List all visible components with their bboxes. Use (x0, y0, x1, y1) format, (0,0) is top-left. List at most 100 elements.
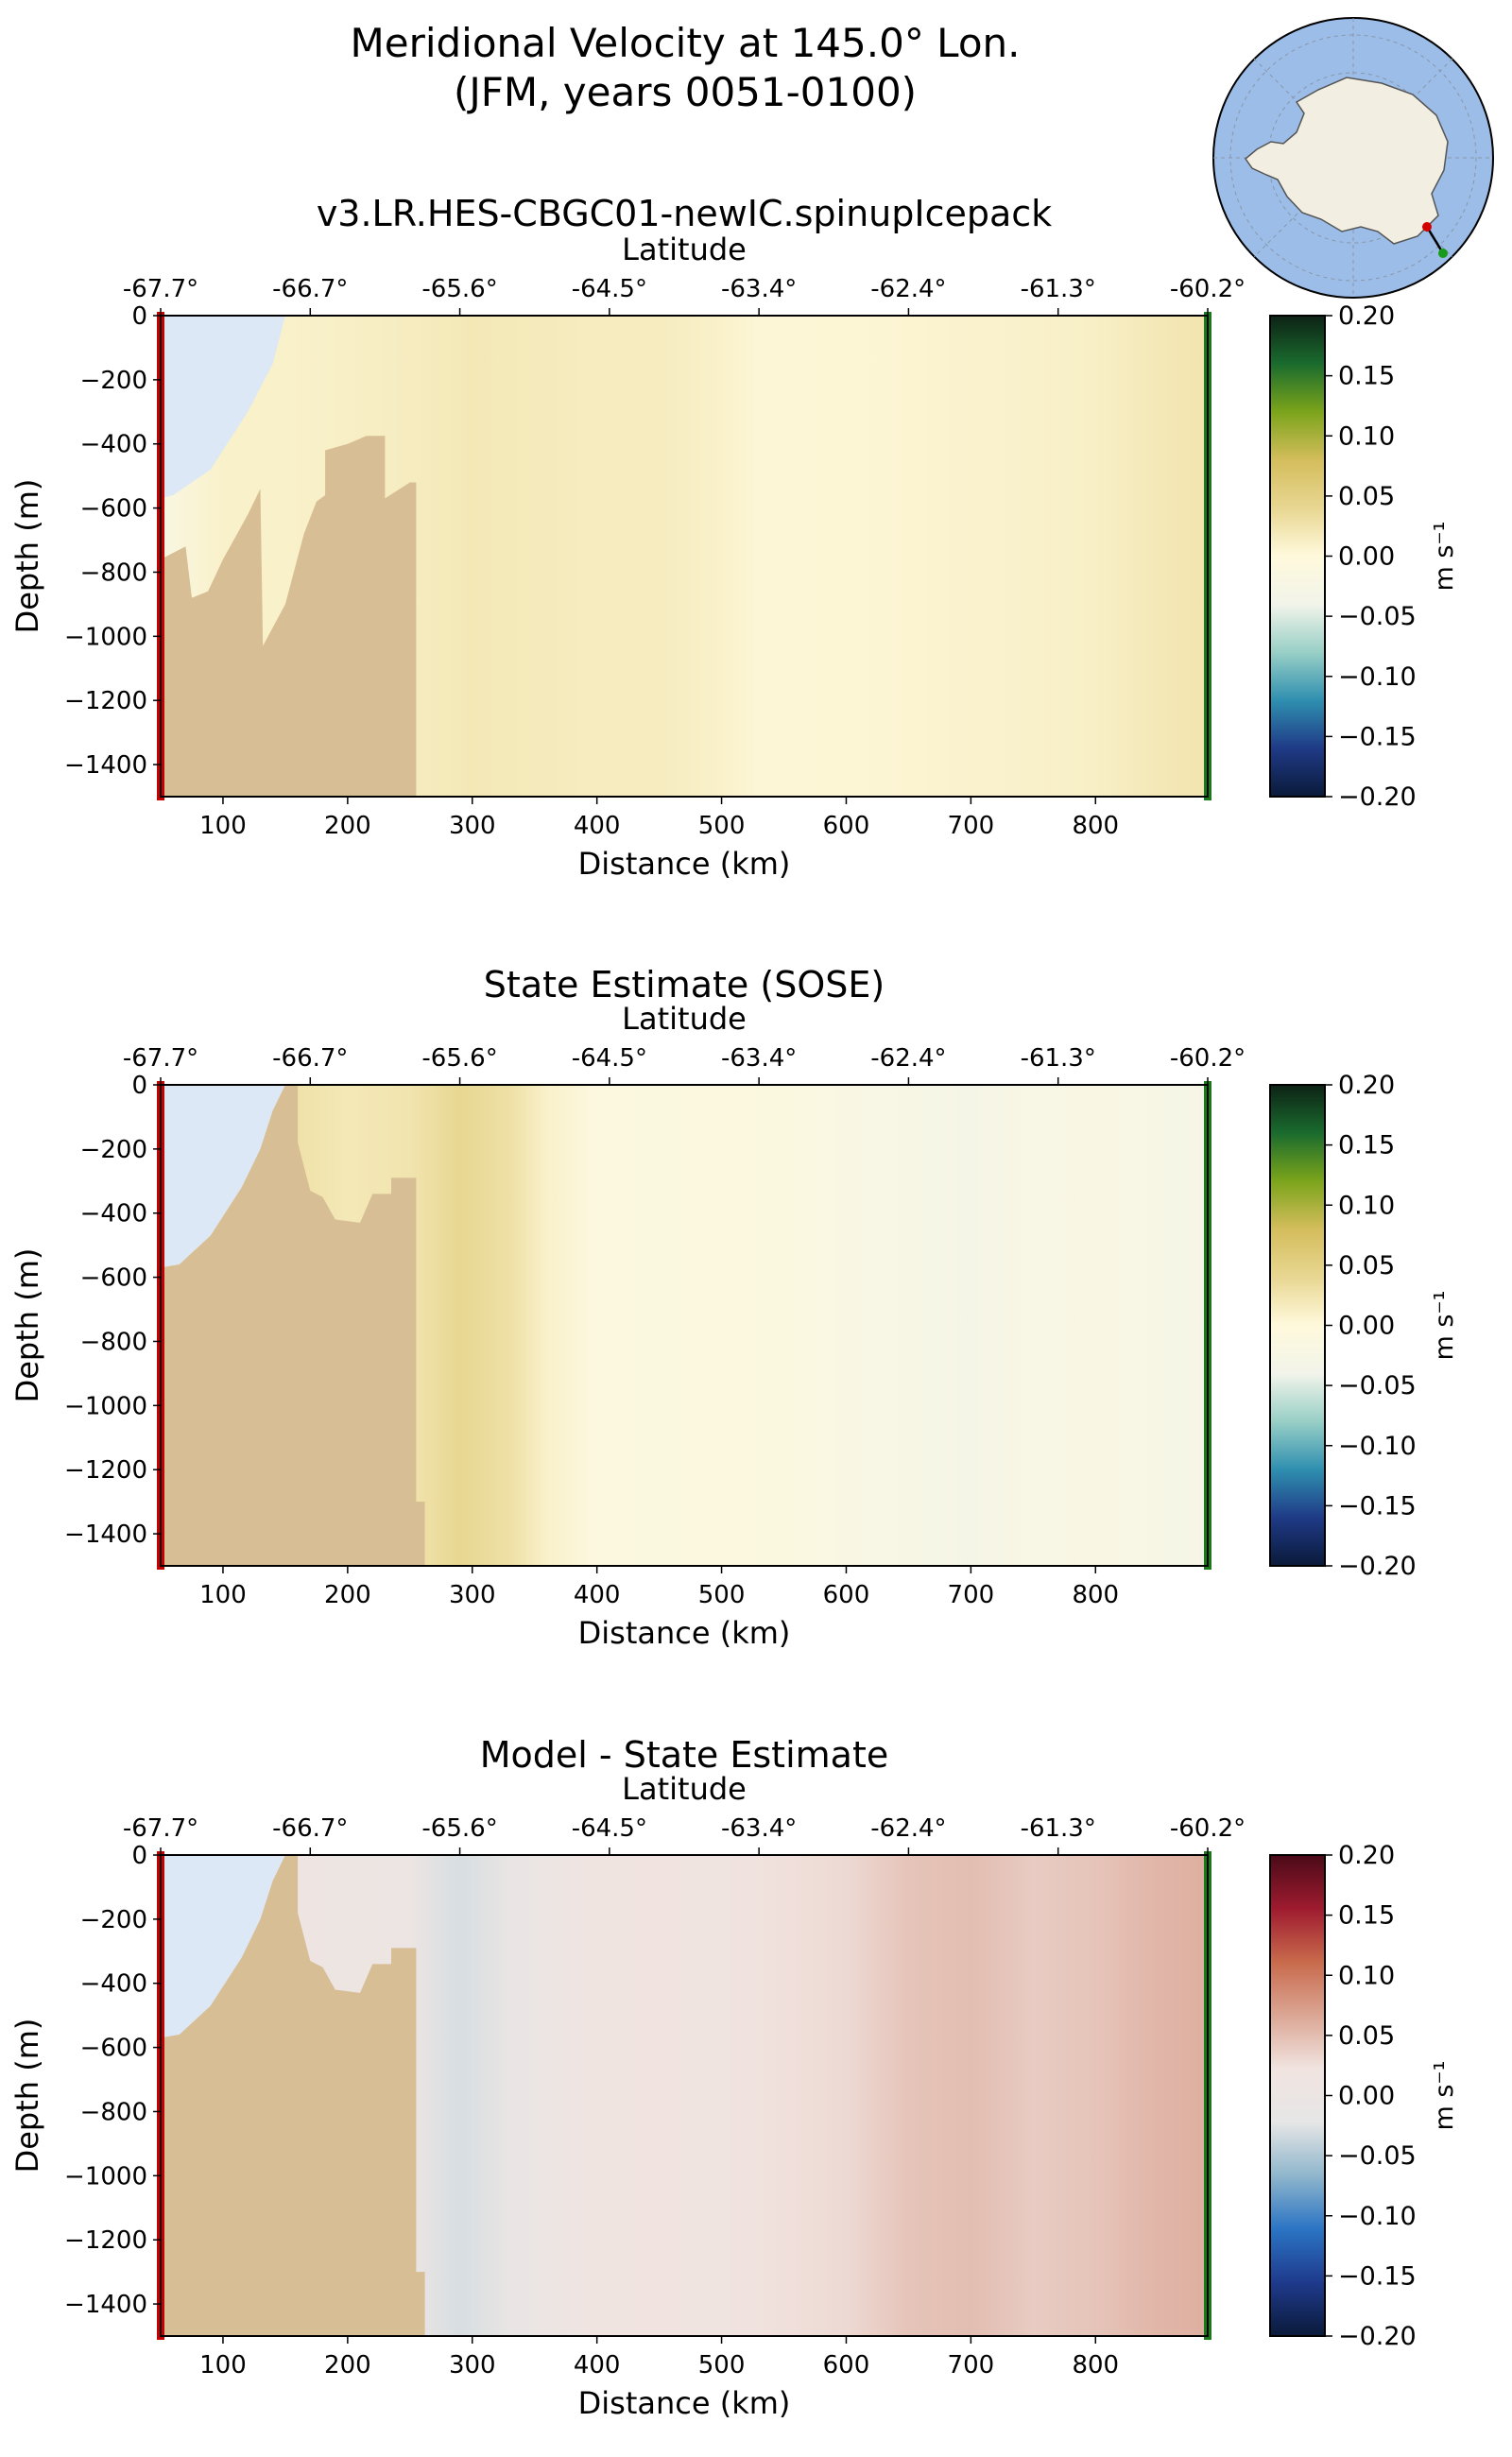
colorbar-tick-label: 0.15 (1338, 1131, 1395, 1160)
lat-tick-label: -65.6° (421, 1814, 497, 1843)
y-tick-label: −400 (80, 431, 147, 459)
x-tick-label: 500 (698, 812, 746, 840)
y-tick-label: −200 (80, 367, 147, 395)
y-tick-label: −1400 (64, 1521, 147, 1549)
ice-shelf-region (161, 1085, 285, 1268)
lat-tick-label: -67.7° (123, 275, 198, 303)
lat-tick-label: -61.3° (1021, 275, 1096, 303)
x-axis-label: Distance (km) (578, 846, 791, 882)
y-tick-label: −1000 (64, 623, 147, 651)
latitude-axis-label: Latitude (622, 232, 747, 267)
lat-tick-label: -62.4° (870, 275, 946, 303)
y-axis-label: Depth (m) (9, 479, 45, 634)
colorbar-tick-label: −0.05 (1338, 1371, 1417, 1400)
plot-frame (160, 1854, 1209, 2337)
colorbar-tick-label: −0.10 (1338, 2202, 1417, 2231)
lat-tick-label: -64.5° (572, 275, 647, 303)
x-tick-label: 200 (324, 1581, 371, 1609)
colorbar-tick-label: −0.05 (1338, 2141, 1417, 2171)
plot-frame (160, 1084, 1209, 1567)
plot-frame (160, 315, 1209, 798)
x-tick-label: 800 (1072, 812, 1119, 840)
colorbar-tick-label: −0.10 (1338, 662, 1417, 692)
panel-title: State Estimate (SOSE) (484, 964, 885, 1005)
colorbar-tick-label: −0.05 (1338, 602, 1417, 631)
lat-tick-label: -64.5° (572, 1044, 647, 1073)
lat-tick-label: -63.4° (721, 1814, 797, 1843)
y-tick-label: −800 (80, 1328, 147, 1356)
colorbar-tick-label: −0.20 (1338, 1552, 1417, 1581)
colorbar-tick-label: −0.15 (1338, 1491, 1417, 1521)
lat-tick-label: -63.4° (721, 275, 797, 303)
x-tick-label: 400 (574, 2351, 621, 2380)
x-tick-label: 700 (948, 812, 995, 840)
y-tick-label: −600 (80, 2035, 147, 2063)
lat-tick-label: -67.7° (123, 1814, 198, 1843)
y-axis-label: Depth (m) (9, 1248, 45, 1403)
latitude-axis-label: Latitude (622, 1771, 747, 1807)
ice-shelf-region (161, 1855, 285, 2038)
x-axis-label: Distance (km) (578, 1615, 791, 1651)
colorbar-tick-label: −0.10 (1338, 1432, 1417, 1461)
seafloor-bathymetry (161, 1085, 425, 1566)
panel-title: Model - State Estimate (480, 1734, 888, 1776)
lat-tick-label: -67.7° (123, 1044, 198, 1073)
x-tick-label: 200 (324, 2351, 371, 2380)
figure-title-line1: Meridional Velocity at 145.0° Lon. (351, 20, 1021, 66)
y-tick-label: −600 (80, 495, 147, 524)
y-tick-label: −1200 (64, 2226, 147, 2255)
colorbar-unit-label: m s⁻¹ (1430, 1290, 1459, 1360)
figure-title-line2: (JFM, years 0051-0100) (454, 69, 917, 115)
colorbar-tick-label: −0.20 (1338, 2322, 1417, 2351)
colorbar-tick-label: 0.00 (1338, 2082, 1395, 2111)
x-axis-label: Distance (km) (578, 2385, 791, 2421)
x-tick-label: 300 (449, 2351, 496, 2380)
x-tick-label: 600 (823, 1581, 870, 1609)
inset-polar-map (1212, 17, 1494, 299)
y-tick-label: −1400 (64, 2291, 147, 2319)
y-tick-label: −1000 (64, 2162, 147, 2191)
x-tick-label: 300 (449, 1581, 496, 1609)
y-tick-label: −200 (80, 1136, 147, 1164)
y-tick-label: −1200 (64, 687, 147, 715)
y-tick-label: 0 (131, 1072, 147, 1100)
x-tick-label: 600 (823, 2351, 870, 2380)
lat-tick-label: -65.6° (421, 275, 497, 303)
lat-tick-label: -61.3° (1021, 1044, 1096, 1073)
inset-map-antarctica (1244, 77, 1449, 245)
seafloor-bathymetry (161, 1855, 425, 2336)
x-tick-label: 400 (574, 1581, 621, 1609)
x-tick-label: 700 (948, 2351, 995, 2380)
colorbar-tick-label: 0.00 (1338, 542, 1395, 572)
colorbar (1269, 315, 1326, 798)
lat-tick-label: -62.4° (870, 1044, 946, 1073)
colorbar-tick-label: 0.10 (1338, 421, 1395, 451)
x-tick-label: 100 (199, 812, 247, 840)
lat-tick-label: -60.2° (1170, 1814, 1246, 1843)
colorbar-tick-label: 0.05 (1338, 2021, 1395, 2051)
y-axis-label: Depth (m) (9, 2019, 45, 2174)
colorbar-tick-label: 0.20 (1338, 1841, 1395, 1870)
colorbar-tick-label: 0.20 (1338, 1071, 1395, 1100)
x-tick-label: 500 (698, 2351, 746, 2380)
lat-tick-label: -61.3° (1021, 1814, 1096, 1843)
colorbar (1269, 1854, 1326, 2337)
lat-tick-label: -66.7° (272, 1814, 348, 1843)
lat-tick-label: -64.5° (572, 1814, 647, 1843)
inset-map-start-point (1422, 222, 1432, 232)
lat-tick-label: -62.4° (870, 1814, 946, 1843)
colorbar-tick-label: 0.10 (1338, 1961, 1395, 1990)
seafloor-bathymetry (161, 436, 417, 797)
latitude-axis-label: Latitude (622, 1001, 747, 1037)
panel-title: v3.LR.HES-CBGC01-newIC.spinupIcepack (317, 193, 1052, 234)
x-tick-label: 700 (948, 1581, 995, 1609)
lat-tick-label: -66.7° (272, 275, 348, 303)
colorbar-unit-label: m s⁻¹ (1430, 2060, 1459, 2130)
y-tick-label: −600 (80, 1264, 147, 1293)
x-tick-label: 800 (1072, 2351, 1119, 2380)
y-tick-label: −1400 (64, 751, 147, 780)
colorbar-tick-label: 0.05 (1338, 482, 1395, 511)
x-tick-label: 100 (199, 2351, 247, 2380)
colorbar-tick-label: 0.15 (1338, 1901, 1395, 1931)
